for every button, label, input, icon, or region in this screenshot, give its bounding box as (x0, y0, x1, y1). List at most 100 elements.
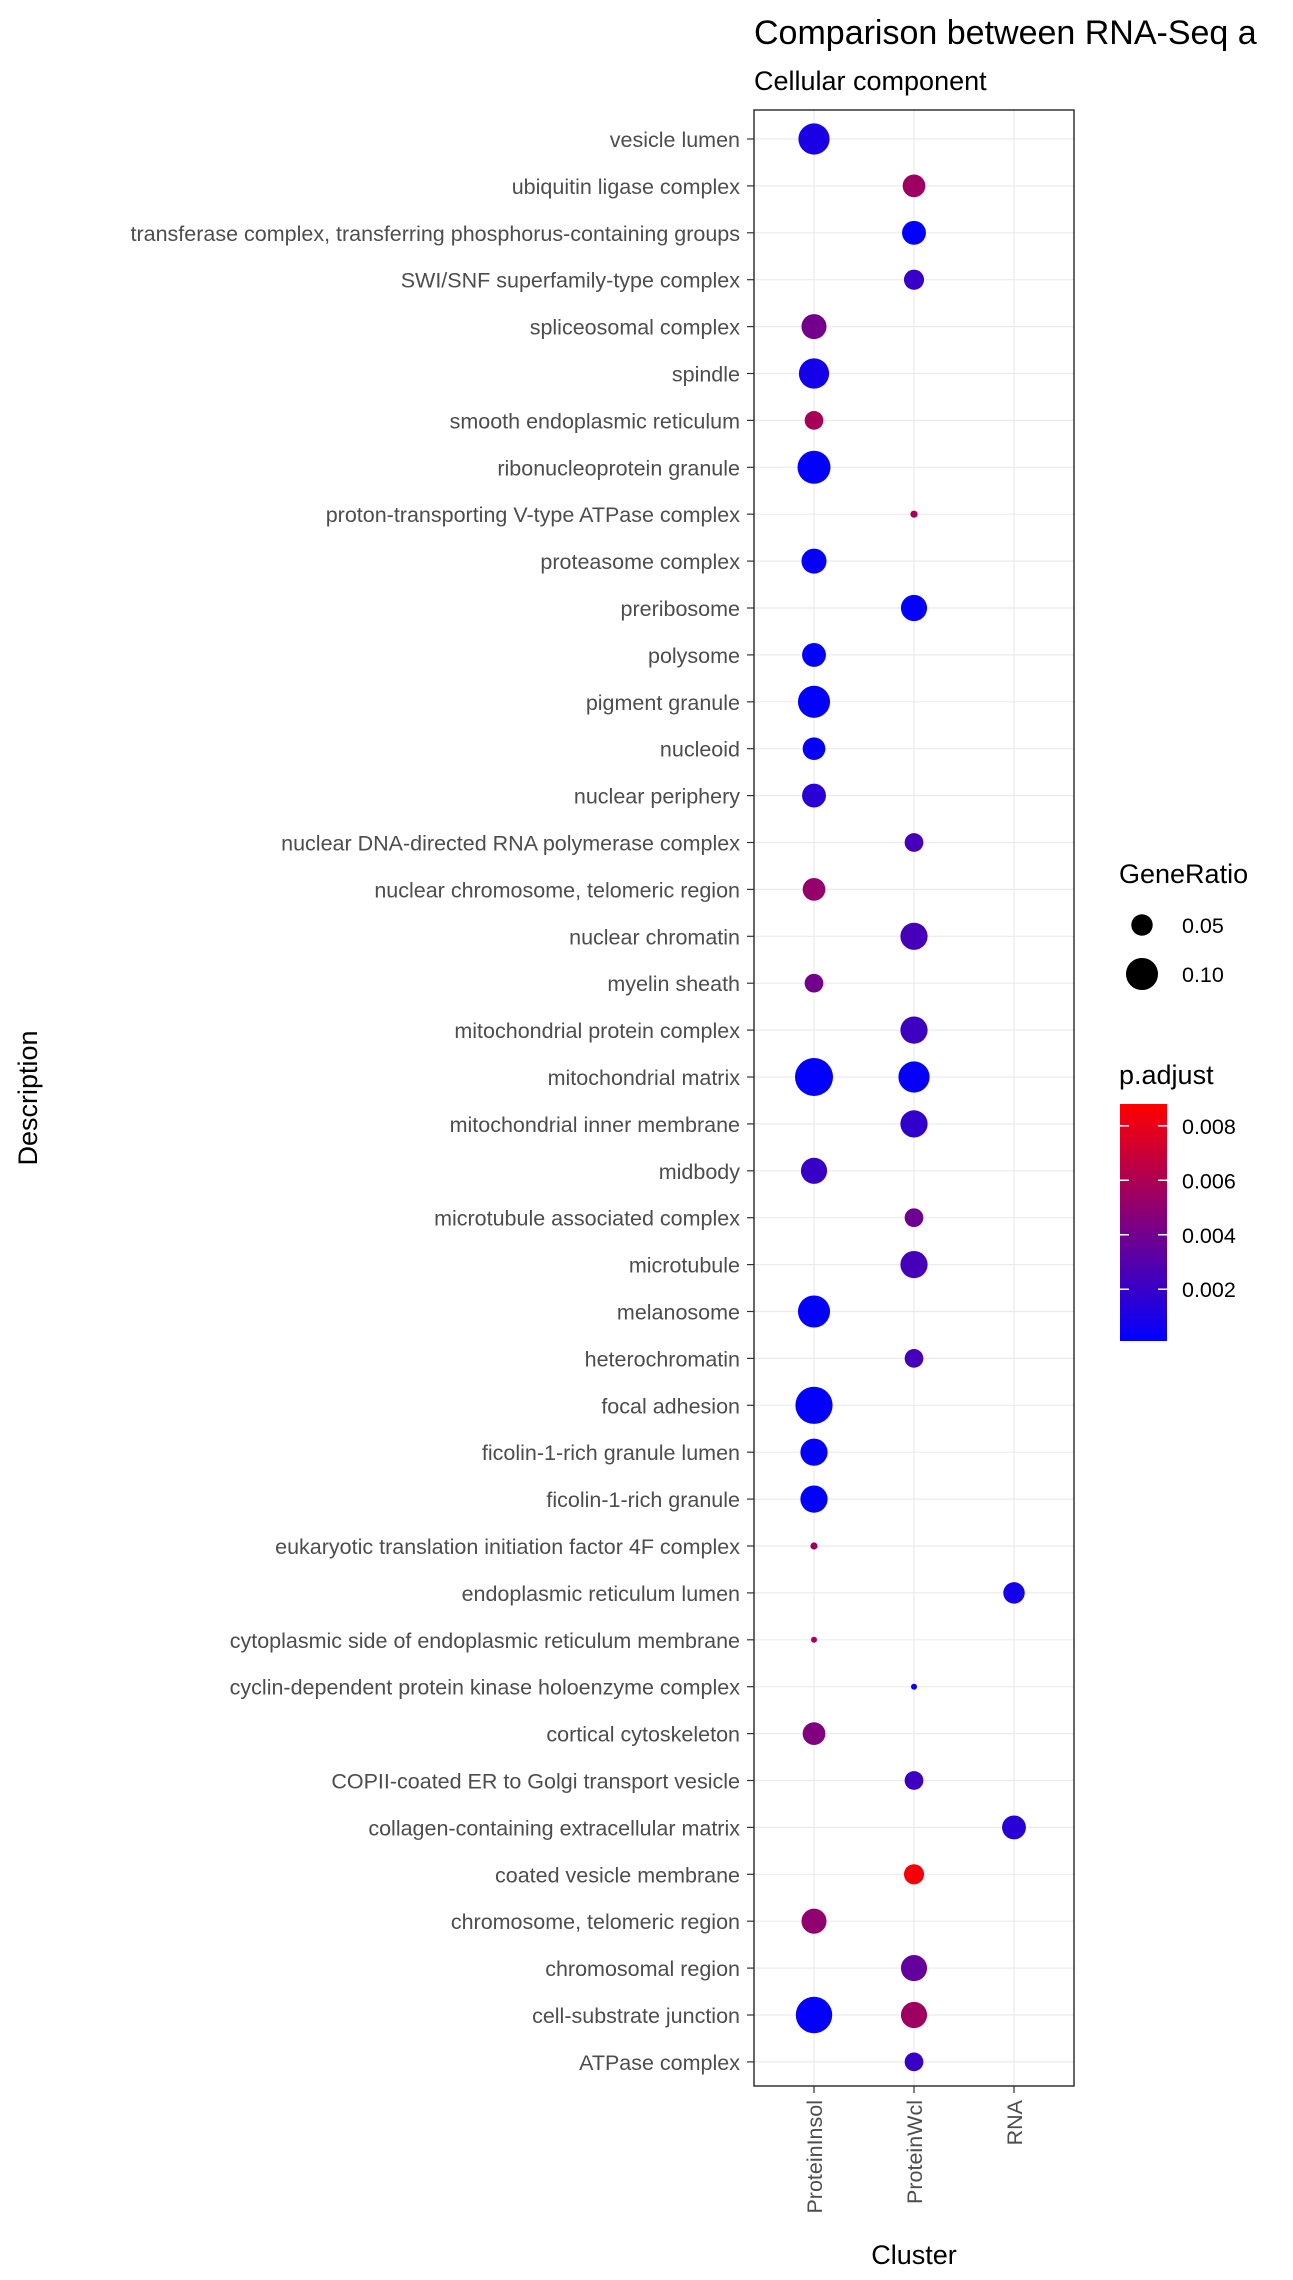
data-point (900, 1110, 928, 1138)
data-point (795, 1058, 833, 1096)
y-tick-label: cell-substrate junction (532, 2004, 740, 2028)
y-tick-label: smooth endoplasmic reticulum (450, 409, 740, 433)
data-point (903, 1864, 925, 1885)
data-point (797, 1295, 831, 1328)
y-tick-label: heterochromatin (585, 1347, 740, 1371)
chart-subtitle: Cellular component (754, 66, 987, 96)
x-axis-title: Cluster (871, 2240, 957, 2270)
y-axis-title: Description (13, 1030, 43, 1165)
y-tick-label: ubiquitin ligase complex (512, 175, 741, 199)
y-tick-label: microtubule (629, 1254, 740, 1278)
data-point (1002, 1815, 1026, 1840)
data-point (811, 1636, 817, 1643)
y-tick-label: midbody (659, 1160, 741, 1184)
data-point (802, 737, 826, 761)
color-legend-title: p.adjust (1119, 1060, 1214, 1090)
y-tick-label: chromosomal region (545, 1957, 740, 1981)
data-point (902, 174, 926, 198)
data-point (797, 450, 831, 484)
x-tick-label: ProteinInsol (803, 2100, 827, 2214)
y-tick-labels: vesicle lumen ubiquitin ligase complex tra… (131, 128, 754, 2075)
panel-border (753, 109, 1075, 2087)
y-tick-label: nuclear chromatin (569, 925, 740, 949)
data-point (802, 783, 826, 808)
color-legend: p.adjust 0.002 0.004 0.006 0.008 (1119, 1060, 1236, 1341)
data-point (800, 1485, 828, 1513)
data-point (810, 1542, 818, 1550)
y-tick-label: COPII-coated ER to Golgi transport vesic… (331, 1770, 740, 1794)
data-point (903, 269, 925, 290)
y-tick-label: cortical cytoskeleton (546, 1723, 740, 1747)
data-point (797, 685, 831, 718)
data-point (800, 1438, 828, 1466)
data-point (902, 220, 926, 245)
y-tick-label: vesicle lumen (610, 128, 740, 152)
data-point (904, 1208, 924, 1228)
y-tick-label: mitochondrial matrix (548, 1066, 741, 1090)
y-tick-label: nuclear chromosome, telomeric region (374, 878, 740, 902)
size-legend: GeneRatio 0.05 0.10 (1119, 859, 1248, 991)
y-tick-label: mitochondrial protein complex (454, 1019, 740, 1043)
data-point (804, 973, 824, 993)
data-point (804, 411, 824, 430)
data-point (802, 642, 826, 667)
data-point (900, 922, 928, 950)
y-tick-label: nuclear periphery (574, 785, 740, 809)
data-point (911, 1683, 917, 1690)
color-legend-label: 0.006 (1182, 1169, 1236, 1193)
x-tick-label: RNA (1003, 2099, 1027, 2145)
y-tick-label: spindle (672, 363, 740, 387)
y-tick-label: ficolin-1-rich granule lumen (482, 1441, 740, 1465)
y-tick-label: coated vesicle membrane (495, 1863, 740, 1887)
data-point (1003, 1582, 1025, 1604)
data-point (802, 1722, 826, 1745)
x-tick-labels: ProteinInsol ProteinWcl RNA (803, 2086, 1027, 2214)
data-point (900, 1955, 928, 1982)
y-tick-label: collagen-containing extracellular matrix (368, 1816, 740, 1840)
data-point (801, 1908, 827, 1934)
y-tick-label: pigment granule (586, 691, 740, 715)
data-point (798, 358, 830, 389)
data-point (910, 510, 918, 518)
data-point (904, 1771, 924, 1790)
y-tick-label: polysome (648, 644, 740, 668)
size-legend-label: 0.10 (1182, 963, 1224, 987)
y-tick-label: preribosome (621, 597, 741, 621)
y-tick-label: chromosome, telomeric region (451, 1910, 740, 1934)
data-point (801, 548, 827, 574)
data-point (904, 833, 924, 852)
y-tick-label: cyclin-dependent protein kinase holoenzy… (230, 1676, 741, 1700)
y-tick-label: transferase complex, transferring phosph… (131, 222, 741, 246)
size-legend-label: 0.05 (1182, 914, 1224, 938)
y-tick-label: ATPase complex (579, 2051, 740, 2075)
data-point (800, 1157, 828, 1184)
data-point (795, 1386, 833, 1424)
data-point (798, 123, 830, 155)
size-legend-dot (1125, 957, 1159, 991)
data-point (801, 314, 827, 340)
data-point (795, 1996, 833, 2034)
y-tick-label: nucleoid (660, 738, 740, 762)
color-legend-label: 0.002 (1182, 1278, 1236, 1302)
data-point (900, 2001, 928, 2029)
y-tick-label: proteasome complex (540, 550, 740, 574)
y-tick-label: eukaryotic translation initiation factor… (275, 1535, 740, 1559)
data-point (900, 1250, 928, 1279)
y-tick-label: mitochondrial inner membrane (450, 1113, 740, 1137)
data-point (904, 1349, 924, 1368)
data-point (802, 878, 826, 901)
color-legend-label: 0.004 (1182, 1224, 1236, 1248)
y-tick-label: proton-transporting V-type ATPase comple… (326, 503, 741, 527)
data-points (795, 123, 1026, 2072)
y-tick-label: focal adhesion (601, 1394, 740, 1418)
y-tick-label: melanosome (617, 1301, 740, 1325)
data-point (898, 1061, 930, 1093)
data-point (900, 594, 928, 622)
data-point (904, 2052, 924, 2072)
y-tick-label: SWI/SNF superfamily-type complex (401, 269, 741, 293)
x-tick-label: ProteinWcl (903, 2100, 927, 2204)
y-tick-label: spliceosomal complex (530, 316, 741, 340)
y-tick-label: ribonucleoprotein granule (497, 456, 740, 480)
size-legend-title: GeneRatio (1119, 859, 1248, 889)
